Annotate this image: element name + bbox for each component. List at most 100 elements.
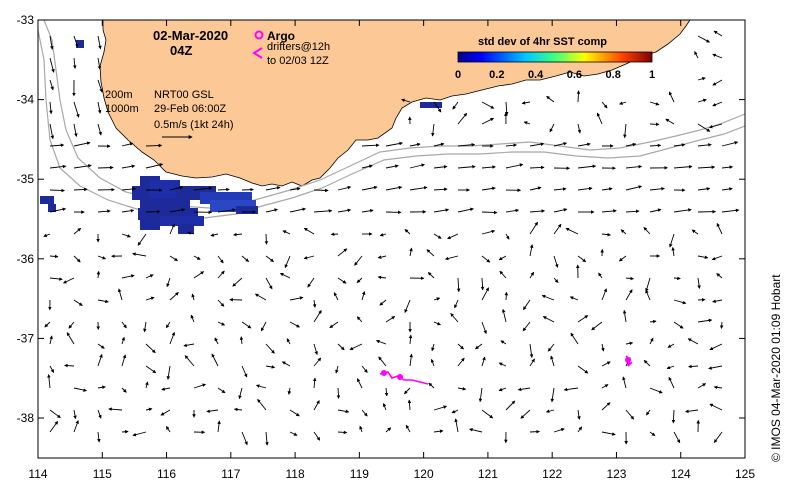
argo-legend-label: Argo: [267, 29, 295, 43]
current-arrow: [121, 354, 127, 367]
current-arrow: [62, 277, 75, 284]
current-arrow: [217, 321, 226, 326]
current-arrow: [359, 425, 363, 433]
current-arrow: [121, 233, 131, 238]
current-arrow: [601, 232, 611, 237]
current-arrow: [577, 142, 591, 147]
current-arrow: [666, 365, 675, 370]
current-arrow: [433, 208, 450, 213]
current-arrow: [451, 409, 459, 414]
x-tick-label: 121: [478, 467, 498, 481]
current-arrow: [716, 222, 723, 235]
current-arrow: [719, 321, 724, 329]
current-arrow: [405, 424, 411, 433]
current-arrow: [233, 232, 243, 237]
current-arrow: [711, 255, 723, 261]
current-arrow: [454, 299, 459, 309]
current-arrow: [335, 365, 339, 374]
drifter-legend-line2: to 02/03 12Z: [267, 55, 329, 67]
current-arrow: [307, 277, 315, 288]
current-arrow: [108, 407, 123, 411]
current-arrow: [577, 315, 589, 323]
current-arrow: [169, 208, 186, 213]
current-arrow: [469, 428, 483, 433]
current-arrow: [577, 123, 582, 134]
current-arrow: [265, 186, 281, 191]
current-arrow: [279, 272, 291, 279]
current-arrow: [361, 291, 366, 301]
current-arrow: [193, 271, 205, 279]
current-arrow: [257, 398, 267, 411]
current-arrow: [478, 387, 483, 403]
map-frame: [37, 19, 746, 459]
current-arrow: [713, 385, 723, 390]
y-tick-label: -33: [17, 13, 35, 27]
current-arrow: [333, 292, 339, 301]
current-arrow: [550, 387, 555, 403]
current-arrow: [97, 79, 103, 93]
current-arrow: [382, 402, 387, 411]
current-arrow: [649, 208, 662, 213]
current-arrow: [49, 409, 61, 419]
current-arrow: [505, 400, 516, 411]
current-arrow: [625, 276, 634, 281]
current-arrow: [457, 343, 464, 350]
current-arrow: [601, 187, 613, 191]
colorbar-tick-label: 0.8: [606, 69, 621, 81]
current-arrow: [361, 185, 378, 191]
current-arrow: [721, 187, 733, 191]
argo-floats: [381, 357, 631, 380]
current-arrow: [211, 353, 219, 367]
current-arrow: [121, 387, 127, 393]
current-arrow: [206, 409, 219, 413]
current-arrow: [618, 255, 627, 262]
model-time: 29-Feb 06:00Z: [154, 103, 226, 115]
current-arrow: [73, 101, 80, 118]
current-arrow: [529, 142, 545, 147]
current-arrow: [145, 274, 154, 279]
current-arrow: [433, 101, 442, 113]
map-time: 04Z: [170, 43, 192, 58]
current-arrow: [354, 255, 363, 266]
current-arrow: [713, 431, 723, 443]
current-arrow: [601, 402, 611, 411]
current-arrow: [529, 165, 545, 170]
current-arrow: [450, 313, 459, 323]
current-arrow: [444, 255, 459, 261]
current-arrow: [457, 142, 476, 147]
drifter-legend-line1: drifters@12h: [267, 41, 330, 53]
current-arrow: [379, 233, 387, 237]
current-arrow: [668, 376, 675, 389]
current-arrow: [190, 314, 195, 323]
current-arrow: [481, 229, 496, 235]
current-arrow: [553, 255, 559, 268]
current-arrow: [121, 187, 137, 191]
current-arrow: [145, 343, 156, 354]
current-arrow: [697, 318, 713, 323]
current-arrow: [623, 123, 627, 139]
current-arrow: [475, 343, 483, 350]
current-arrow: [121, 429, 129, 434]
contour-1000m-label: 1000m: [105, 103, 139, 115]
current-arrow: [73, 387, 87, 392]
current-arrow: [504, 291, 509, 301]
current-arrow: [303, 255, 315, 260]
current-arrow: [265, 208, 278, 213]
current-arrow: [385, 316, 396, 323]
current-arrow: [255, 384, 267, 389]
current-arrow: [73, 123, 78, 137]
current-arrow: [289, 207, 306, 213]
current-arrow: [685, 409, 699, 414]
current-arrow: [596, 112, 603, 125]
current-arrow: [313, 309, 322, 323]
y-axis-ticks: -33 -34 -35 -36 -37 -38: [17, 13, 745, 425]
y-tick-label: -36: [17, 252, 35, 266]
current-arrow: [313, 431, 321, 441]
current-arrow: [498, 387, 507, 392]
current-arrow: [601, 101, 608, 109]
credit-line: © IMOS 04-Mar-2020 01:09 Hobart: [769, 274, 783, 462]
current-arrow: [97, 409, 102, 419]
colorbar-title: std dev of 4hr SST comp: [478, 36, 607, 48]
current-arrow: [457, 112, 468, 125]
current-arrow: [160, 409, 171, 416]
